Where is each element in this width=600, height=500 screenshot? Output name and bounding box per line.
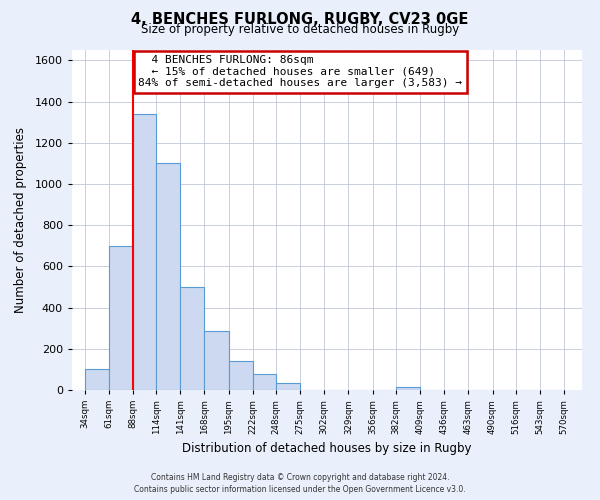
Bar bbox=[205, 332, 229, 390]
Bar bbox=[133, 114, 156, 390]
Bar bbox=[253, 374, 276, 390]
Bar bbox=[85, 370, 109, 390]
Text: Size of property relative to detached houses in Rugby: Size of property relative to detached ho… bbox=[141, 22, 459, 36]
Bar bbox=[156, 164, 180, 390]
Y-axis label: Number of detached properties: Number of detached properties bbox=[14, 127, 26, 313]
Bar bbox=[229, 361, 253, 390]
Bar bbox=[180, 287, 205, 390]
Text: 4, BENCHES FURLONG, RUGBY, CV23 0GE: 4, BENCHES FURLONG, RUGBY, CV23 0GE bbox=[131, 12, 469, 28]
Text: Contains HM Land Registry data © Crown copyright and database right 2024.
Contai: Contains HM Land Registry data © Crown c… bbox=[134, 472, 466, 494]
Bar bbox=[109, 246, 133, 390]
X-axis label: Distribution of detached houses by size in Rugby: Distribution of detached houses by size … bbox=[182, 442, 472, 455]
Bar bbox=[396, 387, 420, 390]
Bar bbox=[276, 383, 300, 390]
Text: 4 BENCHES FURLONG: 86sqm
  ← 15% of detached houses are smaller (649)
84% of sem: 4 BENCHES FURLONG: 86sqm ← 15% of detach… bbox=[139, 55, 463, 88]
